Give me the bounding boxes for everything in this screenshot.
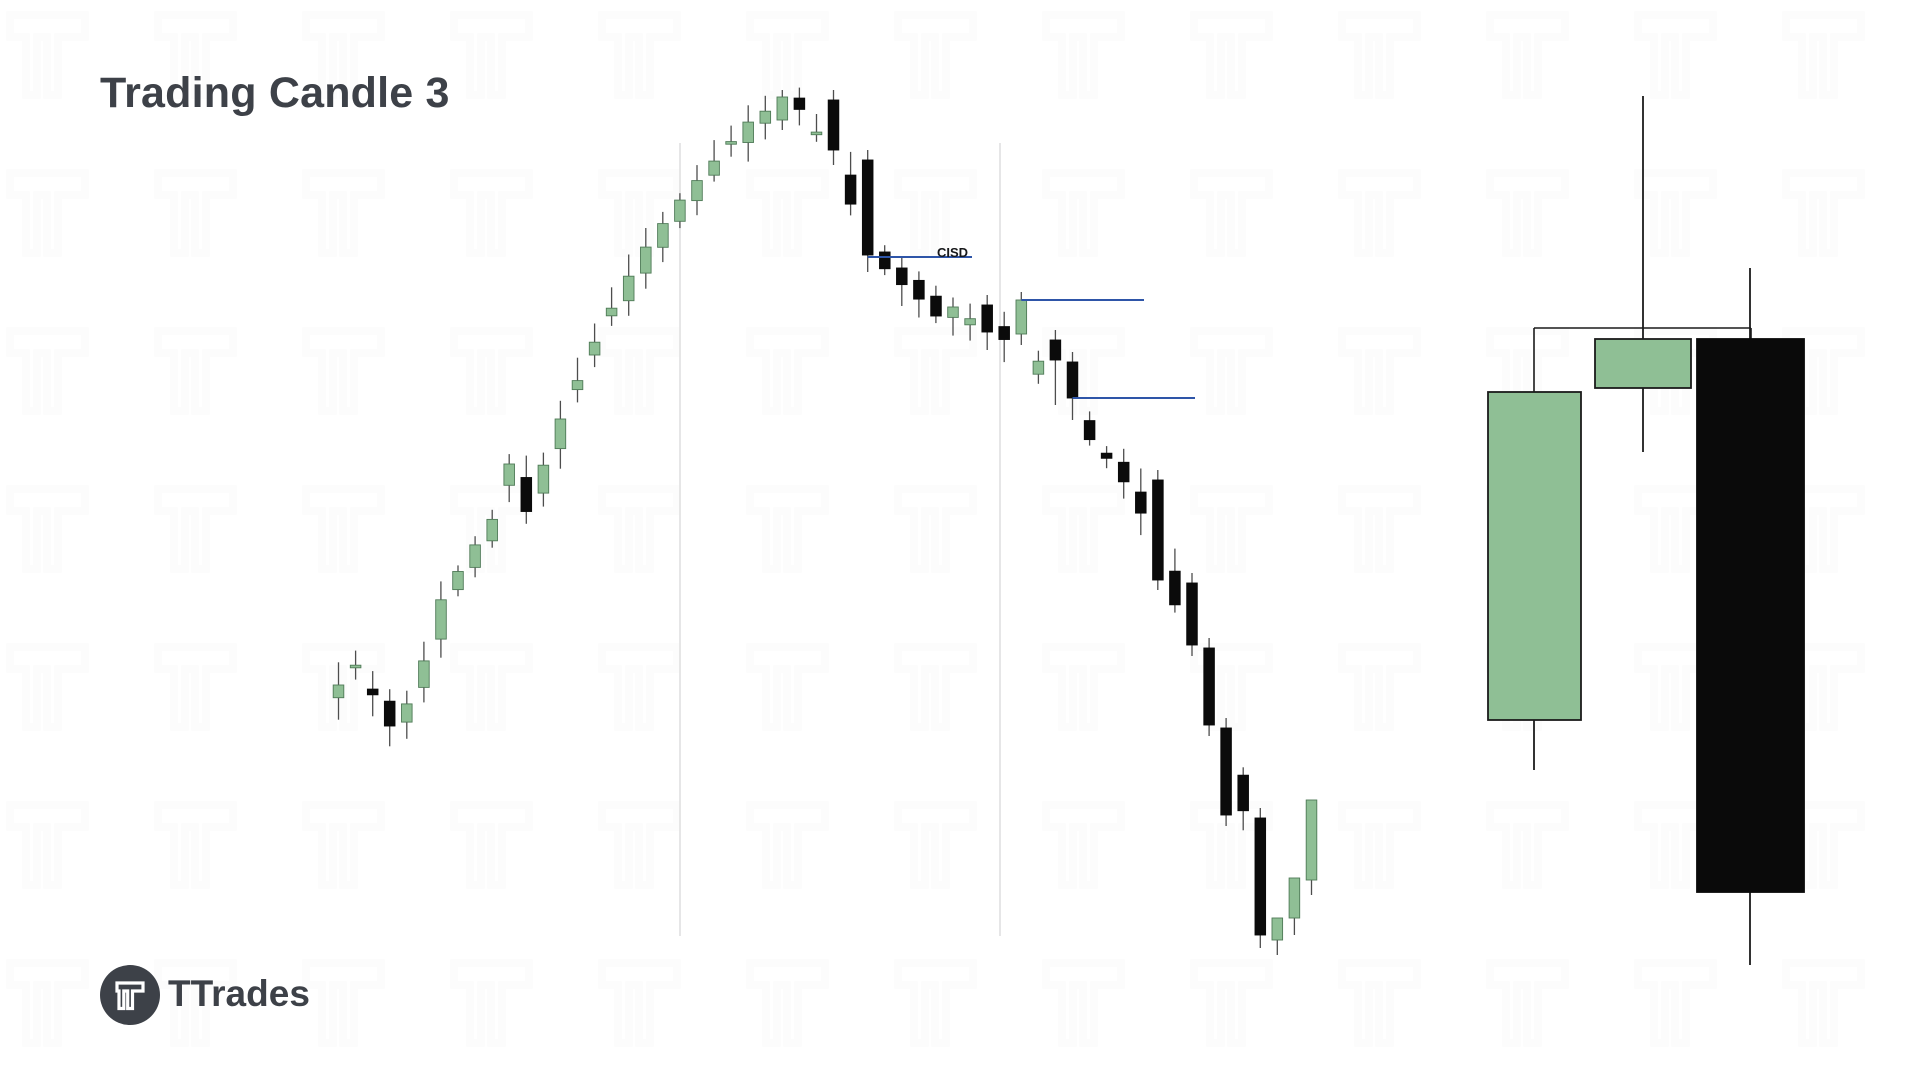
- svg-text:CISD: CISD: [937, 245, 968, 260]
